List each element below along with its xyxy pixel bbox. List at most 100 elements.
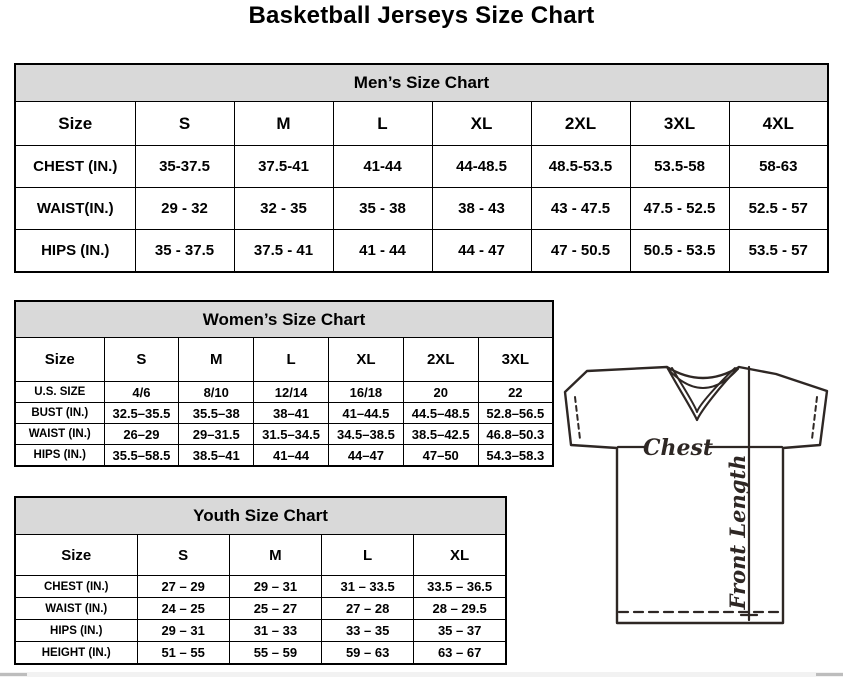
size-value-cell: 48.5-53.5 [530, 145, 631, 188]
chest-label: Chest [643, 435, 713, 461]
size-value-cell: 38 - 43 [431, 187, 532, 230]
table-row: HIPS (IN.) 35 - 37.5 37.5 - 41 41 - 44 44 - … [14, 229, 829, 273]
size-value-cell: 29 – 31 [136, 619, 230, 642]
size-value-cell: 22 [477, 381, 554, 403]
size-value-cell: 12/14 [253, 381, 329, 403]
size-corner-header: Size [14, 337, 105, 382]
size-column-header: 3XL [629, 101, 730, 146]
size-column-header: 2XL [530, 101, 631, 146]
table-row: HIPS (IN.) 29 – 31 31 – 33 33 – 35 35 – 37 [14, 619, 507, 642]
size-value-cell: 27 – 28 [320, 597, 415, 620]
size-value-cell: 29 – 31 [228, 575, 323, 598]
front-length-label: Front Length [725, 455, 750, 611]
row-label: U.S. SIZE [14, 381, 105, 403]
size-column-header: 3XL [477, 337, 554, 382]
size-value-cell: 47 - 50.5 [530, 229, 631, 273]
jersey-measurement-diagram: Chest Front Length [563, 365, 829, 625]
size-value-cell: 41-44 [332, 145, 433, 188]
size-value-cell: 16/18 [327, 381, 404, 403]
size-value-cell: 53.5 - 57 [728, 229, 829, 273]
size-value-cell: 35 - 37.5 [134, 229, 235, 273]
size-value-cell: 35.5–58.5 [103, 444, 180, 467]
horizontal-scrollbar[interactable] [0, 672, 843, 677]
table-section-title: Women’s Size Chart [14, 300, 554, 338]
size-column-header: XL [431, 101, 532, 146]
vneck-outer-line [665, 365, 741, 422]
size-value-cell: 35 – 37 [413, 619, 507, 642]
size-column-header: 2XL [402, 337, 479, 382]
row-label: WAIST (IN.) [14, 597, 138, 620]
size-value-cell: 28 – 29.5 [413, 597, 507, 620]
size-column-header: 4XL [728, 101, 829, 146]
size-value-cell: 47–50 [402, 444, 479, 467]
size-column-header: M [178, 337, 255, 382]
table-row: HIPS (IN.) 35.5–58.5 38.5–41 41–44 44–47 47–5… [14, 444, 554, 467]
table-row: WAIST (IN.) 24 – 25 25 – 27 27 – 28 28 – 29.… [14, 597, 507, 620]
womens-size-chart-table: Women’s Size Chart Size S M L XL 2XL 3XL U.S. SI… [14, 300, 554, 467]
size-value-cell: 55 – 59 [228, 641, 323, 665]
size-column-header: XL [413, 534, 507, 576]
size-value-cell: 33.5 – 36.5 [413, 575, 507, 598]
table-row: WAIST(IN.) 29 - 32 32 - 35 35 - 38 38 - 43 43… [14, 187, 829, 230]
size-corner-header: Size [14, 101, 136, 146]
size-value-cell: 38.5–42.5 [402, 423, 479, 445]
right-cuff-dashed-line [811, 396, 818, 440]
table-section-title: Men’s Size Chart [14, 63, 829, 102]
table-row: U.S. SIZE 4/6 8/10 12/14 16/18 20 22 [14, 381, 554, 403]
size-value-cell: 44–47 [327, 444, 404, 467]
page-title: Basketball Jerseys Size Chart [248, 2, 595, 29]
size-column-header: M [233, 101, 334, 146]
row-label: WAIST (IN.) [14, 423, 105, 445]
size-value-cell: 37.5-41 [233, 145, 334, 188]
size-value-cell: 38–41 [253, 402, 329, 424]
table-row: BUST (IN.) 32.5–35.5 35.5–38 38–41 41–44.5 44… [14, 402, 554, 424]
row-label: HIPS (IN.) [14, 229, 136, 273]
size-column-header: XL [327, 337, 404, 382]
size-value-cell: 26–29 [103, 423, 180, 445]
size-value-cell: 35.5–38 [178, 402, 255, 424]
size-value-cell: 24 – 25 [136, 597, 230, 620]
row-label: HIPS (IN.) [14, 444, 105, 467]
scrollbar-left-segment[interactable] [0, 673, 27, 676]
size-value-cell: 44 - 47 [431, 229, 532, 273]
row-label: WAIST(IN.) [14, 187, 136, 230]
size-value-cell: 50.5 - 53.5 [629, 229, 730, 273]
size-value-cell: 53.5-58 [629, 145, 730, 188]
size-value-cell: 38.5–41 [178, 444, 255, 467]
size-value-cell: 29–31.5 [178, 423, 255, 445]
size-value-cell: 31 – 33.5 [320, 575, 415, 598]
size-column-header: S [103, 337, 180, 382]
size-value-cell: 35-37.5 [134, 145, 235, 188]
size-value-cell: 37.5 - 41 [233, 229, 334, 273]
size-value-cell: 43 - 47.5 [530, 187, 631, 230]
table-row: CHEST (IN.) 35-37.5 37.5-41 41-44 44-48.5 48.… [14, 145, 829, 188]
table-row: CHEST (IN.) 27 – 29 29 – 31 31 – 33.5 33.5 –… [14, 575, 507, 598]
size-value-cell: 33 – 35 [320, 619, 415, 642]
scrollbar-right-segment[interactable] [816, 673, 843, 676]
row-label: CHEST (IN.) [14, 145, 136, 188]
row-label: BUST (IN.) [14, 402, 105, 424]
size-value-cell: 31 – 33 [228, 619, 323, 642]
size-value-cell: 52.8–56.5 [477, 402, 554, 424]
vneck-inner-line [671, 367, 736, 413]
size-value-cell: 41–44 [253, 444, 329, 467]
row-label: HIPS (IN.) [14, 619, 138, 642]
size-value-cell: 32.5–35.5 [103, 402, 180, 424]
size-value-cell: 32 - 35 [233, 187, 334, 230]
size-column-header: L [320, 534, 415, 576]
size-column-header: L [332, 101, 433, 146]
size-value-cell: 41 - 44 [332, 229, 433, 273]
size-value-cell: 35 - 38 [332, 187, 433, 230]
size-value-cell: 59 – 63 [320, 641, 415, 665]
size-value-cell: 20 [402, 381, 479, 403]
size-value-cell: 25 – 27 [228, 597, 323, 620]
size-column-header: L [253, 337, 329, 382]
size-value-cell: 27 – 29 [136, 575, 230, 598]
size-value-cell: 29 - 32 [134, 187, 235, 230]
size-value-cell: 44-48.5 [431, 145, 532, 188]
left-cuff-dashed-line [574, 396, 581, 440]
size-value-cell: 31.5–34.5 [253, 423, 329, 445]
size-corner-header: Size [14, 534, 138, 576]
row-label: CHEST (IN.) [14, 575, 138, 598]
